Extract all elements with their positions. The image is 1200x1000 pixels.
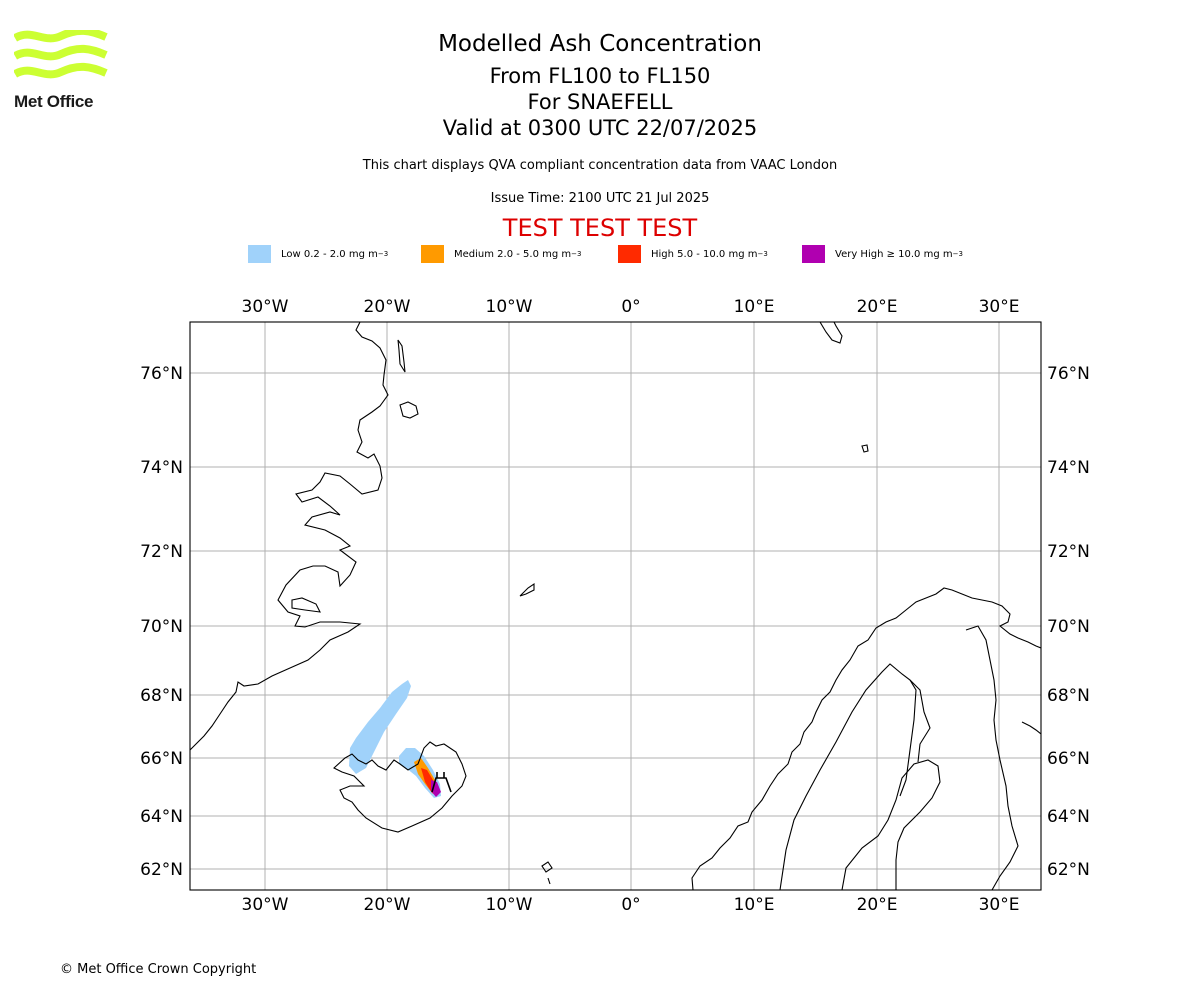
map-gridlines [190,322,1041,890]
legend-label-high: High 5.0 - 10.0 mg m [651,248,758,260]
lon-tick: 0° [621,297,640,317]
lon-tick: 10°E [734,297,775,317]
legend-label-low: Low 0.2 - 2.0 mg m [281,248,378,260]
chart-description: This chart displays QVA compliant concen… [362,158,838,173]
sweden-finland-border [909,679,931,763]
legend-item-high: High 5.0 - 10.0 mg m −3 [618,244,768,264]
lon-tick: 30°E [979,297,1020,317]
norway-sweden-border [779,663,917,890]
scandinavia-coast [691,587,1041,890]
copyright-notice: © Met Office Crown Copyright [60,962,257,977]
lon-tick: 30°W [242,895,289,915]
lon-tick: 20°E [857,895,898,915]
issue-time: Issue Time: 2100 UTC 21 Jul 2025 [490,191,710,206]
map-frame [189,321,1042,891]
lon-tick: 10°E [734,895,775,915]
lat-tick: 76°N [1047,364,1090,384]
iceland-coast [333,741,467,833]
finland-russia-border [965,625,1019,890]
lat-tick: 66°N [1047,749,1090,769]
lat-tick: 66°N [140,749,183,769]
lon-tick: 30°E [979,895,1020,915]
lat-tick: 64°N [1047,807,1090,827]
lon-tick: 0° [621,895,640,915]
lat-tick: 68°N [140,686,183,706]
lat-tick: 72°N [140,542,183,562]
volcano-symbol [431,772,452,793]
lat-tick: 76°N [140,364,183,384]
bear-island [861,444,869,453]
lon-tick: 20°W [364,895,411,915]
lat-tick: 70°N [1047,617,1090,637]
lat-tick: 62°N [1047,860,1090,880]
faroe-islands [541,861,553,885]
test-banner: TEST TEST TEST [502,214,698,242]
lon-tick: 10°W [486,297,533,317]
lat-ticks-left: 76°N 74°N 72°N 70°N 68°N 66°N 64°N 62°N [140,364,183,880]
legend-item-medium: Medium 2.0 - 5.0 mg m −3 [421,244,581,264]
lat-tick: 70°N [140,617,183,637]
legend-swatch-very-high [802,245,825,263]
legend-swatch-low [248,245,271,263]
legend-label-medium: Medium 2.0 - 5.0 mg m [454,248,572,260]
greenland-coast [190,322,389,751]
lon-tick: 30°W [242,297,289,317]
lat-tick: 74°N [1047,458,1090,478]
legend-swatch-high [618,245,641,263]
ash-plume-low-northwest [349,680,411,774]
lon-ticks-top: 30°W 20°W 10°W 0° 10°E 20°E 30°E [242,297,1020,317]
lat-tick: 64°N [140,807,183,827]
jan-mayen [519,582,535,597]
coastlines [190,322,1041,890]
lon-tick: 10°W [486,895,533,915]
lat-ticks-right: 76°N 74°N 72°N 70°N 68°N 66°N 64°N 62°N [1047,364,1090,880]
lon-tick: 20°W [364,297,411,317]
met-office-logo: Met Office [12,26,108,112]
legend-swatch-medium [421,245,444,263]
lat-tick: 68°N [1047,686,1090,706]
lat-tick: 62°N [140,860,183,880]
lon-tick: 20°E [857,297,898,317]
valid-time: Valid at 0300 UTC 22/07/2025 [442,116,758,140]
legend-item-very-high: Very High ≥ 10.0 mg m −3 [802,244,963,264]
concentration-legend: Low 0.2 - 2.0 mg m −3 Medium 2.0 - 5.0 mg… [0,244,1200,264]
lat-tick: 74°N [140,458,183,478]
volcano-name: For SNAEFELL [527,90,673,114]
legend-label-very-high: Very High ≥ 10.0 mg m [835,248,953,260]
chart-title: Modelled Ash Concentration [438,31,762,57]
lat-tick: 72°N [1047,542,1090,562]
met-office-wave-icon [12,26,108,79]
gulf-of-bothnia [841,759,941,890]
legend-item-low: Low 0.2 - 2.0 mg m −3 [248,244,388,264]
logo-text: Met Office [14,92,94,111]
flight-level-range: From FL100 to FL150 [489,64,711,88]
svalbard-coast [819,322,843,344]
lon-ticks-bottom: 30°W 20°W 10°W 0° 10°E 20°E 30°E [242,895,1020,915]
